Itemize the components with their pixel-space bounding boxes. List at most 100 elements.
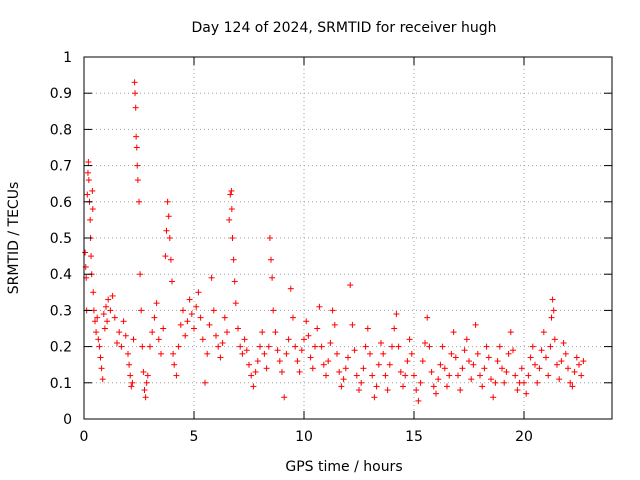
data-point bbox=[320, 361, 327, 368]
data-point bbox=[548, 314, 555, 321]
data-point bbox=[126, 361, 133, 368]
data-point bbox=[527, 354, 534, 361]
data-point bbox=[215, 343, 222, 350]
data-point bbox=[446, 372, 453, 379]
data-point bbox=[415, 397, 422, 404]
x-tick-label: 5 bbox=[190, 429, 199, 445]
data-point bbox=[349, 321, 356, 328]
data-point bbox=[254, 358, 261, 365]
data-point bbox=[430, 383, 437, 390]
data-point bbox=[404, 358, 411, 365]
data-point bbox=[131, 79, 138, 86]
data-point bbox=[466, 358, 472, 365]
data-point bbox=[378, 339, 384, 346]
data-point bbox=[569, 383, 576, 390]
data-point bbox=[336, 368, 343, 375]
data-point bbox=[85, 177, 92, 184]
data-point bbox=[305, 332, 312, 339]
data-point bbox=[578, 372, 585, 379]
data-point bbox=[386, 361, 393, 368]
data-point bbox=[534, 379, 541, 386]
data-point bbox=[228, 206, 235, 213]
data-point bbox=[538, 347, 545, 354]
data-point bbox=[180, 307, 186, 314]
y-tick-label: 0.2 bbox=[50, 340, 72, 356]
data-point bbox=[540, 329, 547, 336]
data-point bbox=[494, 358, 501, 365]
data-point bbox=[173, 372, 180, 379]
data-point bbox=[191, 325, 197, 332]
data-point bbox=[353, 372, 360, 379]
data-point bbox=[474, 350, 481, 357]
data-point bbox=[470, 361, 477, 368]
data-point bbox=[265, 343, 272, 350]
data-point bbox=[175, 343, 182, 350]
data-point bbox=[294, 358, 301, 365]
data-point bbox=[169, 278, 175, 285]
data-point bbox=[408, 350, 415, 357]
data-point bbox=[237, 343, 244, 350]
data-point bbox=[567, 379, 574, 386]
data-point bbox=[327, 339, 334, 346]
data-point bbox=[338, 383, 345, 390]
data-point bbox=[197, 314, 204, 321]
data-point bbox=[433, 390, 439, 397]
data-point bbox=[529, 343, 536, 350]
data-point bbox=[93, 329, 100, 336]
data-point bbox=[107, 307, 114, 314]
data-point bbox=[133, 133, 140, 140]
data-point bbox=[380, 350, 387, 357]
data-point bbox=[424, 314, 431, 321]
data-point bbox=[556, 376, 563, 383]
data-point bbox=[136, 198, 142, 205]
data-point bbox=[206, 321, 213, 328]
data-point bbox=[84, 169, 91, 176]
data-point bbox=[235, 325, 241, 332]
data-point bbox=[309, 365, 316, 372]
data-point bbox=[248, 372, 255, 379]
data-point bbox=[452, 354, 459, 361]
data-point bbox=[292, 343, 299, 350]
data-point bbox=[367, 350, 373, 357]
data-point bbox=[266, 235, 273, 241]
data-point bbox=[426, 343, 433, 350]
data-point bbox=[261, 350, 268, 357]
data-point bbox=[457, 387, 464, 394]
data-point bbox=[137, 271, 144, 278]
data-point bbox=[166, 235, 173, 241]
y-tick-label: 0.6 bbox=[50, 195, 72, 211]
data-point bbox=[184, 318, 191, 325]
data-point bbox=[231, 278, 238, 285]
data-point bbox=[532, 361, 538, 368]
data-point bbox=[468, 376, 475, 383]
data-point bbox=[444, 383, 450, 390]
data-point bbox=[162, 253, 169, 260]
data-point bbox=[158, 350, 164, 357]
data-point bbox=[547, 343, 554, 350]
data-point bbox=[87, 216, 94, 223]
data-point bbox=[171, 361, 178, 368]
data-point bbox=[272, 329, 279, 336]
y-tick-label: 0 bbox=[63, 412, 72, 428]
data-point bbox=[316, 303, 323, 310]
data-point bbox=[140, 368, 147, 375]
data-point bbox=[274, 347, 281, 354]
data-point bbox=[281, 394, 288, 401]
data-point bbox=[576, 361, 582, 368]
data-point bbox=[287, 285, 294, 292]
data-point bbox=[97, 354, 104, 361]
data-point bbox=[98, 365, 105, 372]
data-point bbox=[269, 274, 276, 281]
data-point bbox=[182, 332, 189, 339]
data-point bbox=[217, 354, 224, 361]
data-point bbox=[133, 144, 140, 151]
data-point bbox=[351, 347, 358, 354]
data-point bbox=[89, 187, 96, 194]
data-point bbox=[268, 256, 274, 263]
data-point bbox=[104, 318, 111, 325]
data-point bbox=[298, 347, 305, 354]
data-point bbox=[99, 376, 106, 383]
data-point bbox=[391, 325, 398, 332]
data-point bbox=[250, 383, 257, 390]
